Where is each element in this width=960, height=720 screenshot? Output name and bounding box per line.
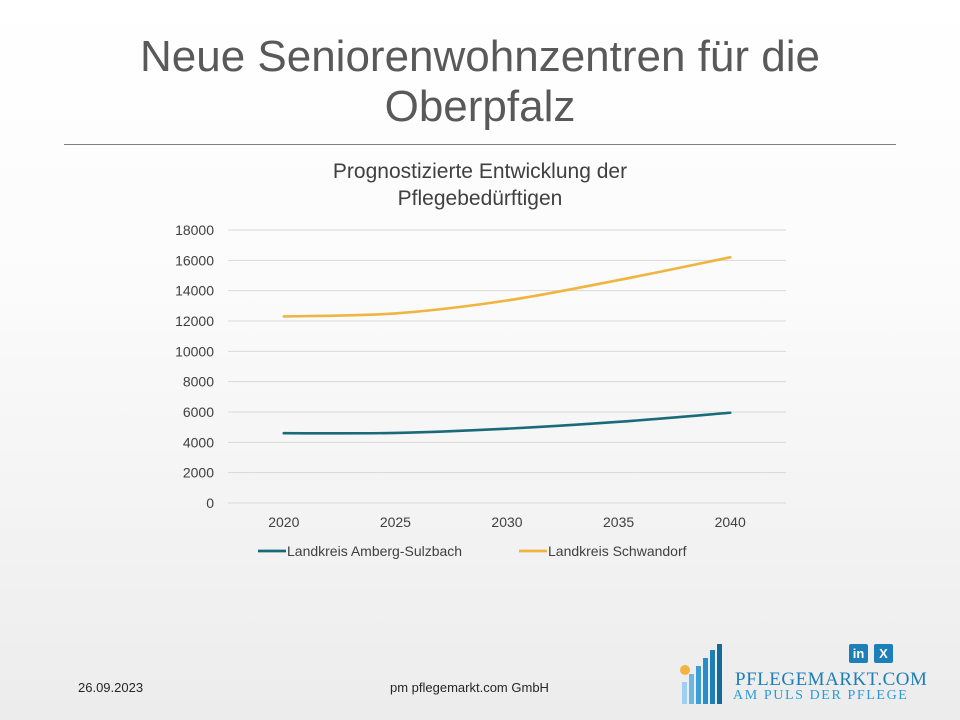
logo-tagline: AM PULS DER PFLEGE	[733, 688, 909, 703]
slide-title-line2: Oberpfalz	[384, 82, 576, 131]
y-tick-label: 2000	[183, 465, 214, 481]
y-tick-label: 18000	[175, 222, 214, 238]
series-line-0	[282, 411, 732, 435]
chart-title-line2: Pflegebedürftigen	[397, 187, 563, 210]
footer-date: 26.09.2023	[78, 680, 144, 695]
x-tick-label: 2020	[268, 514, 299, 530]
y-tick-label: 10000	[175, 343, 214, 359]
xing-icon[interactable]: X	[874, 644, 893, 663]
y-tick-label: 12000	[175, 313, 214, 329]
legend-label: Landkreis Amberg-Sulzbach	[287, 543, 462, 559]
x-tick-label: 2030	[491, 514, 522, 530]
y-tick-label: 14000	[175, 283, 214, 299]
y-axis-ticks: 0 2000 4000 6000 8000 10000 12000 14000 16000 180…	[175, 222, 214, 511]
logo-name: PFLEGEMARKT.COM	[735, 669, 928, 690]
slide-title: Neue Seniorenwohnzentren für die Oberpfa…	[40, 32, 920, 132]
chart-title-line1: Prognostizierte Entwicklung der	[332, 160, 628, 183]
slide-title-line1: Neue Seniorenwohnzentren für die	[139, 32, 820, 81]
legend: Landkreis Amberg-Sulzbach Landkreis Schwa…	[258, 543, 687, 559]
linkedin-icon[interactable]: in	[849, 644, 868, 663]
legend-label: Landkreis Schwandorf	[548, 543, 687, 559]
y-tick-label: 4000	[183, 434, 214, 450]
x-tick-label: 2040	[715, 514, 746, 530]
x-tick-label: 2025	[380, 514, 411, 530]
series-line-1	[282, 256, 732, 318]
y-tick-label: 8000	[183, 374, 214, 390]
title-divider	[64, 144, 896, 145]
series-lines	[282, 256, 732, 435]
chart-title: Prognostizierte Entwicklung der Pflegebe…	[230, 158, 730, 212]
y-tick-label: 6000	[183, 404, 214, 420]
x-tick-label: 2035	[603, 514, 634, 530]
x-axis-ticks: 2020 2025 2030 2035 2040	[268, 514, 746, 530]
footer-company: pm pflegemarkt.com GmbH	[390, 680, 549, 695]
line-chart: 0 2000 4000 6000 8000 10000 12000 14000 16000 180…	[175, 222, 786, 559]
gridlines	[228, 229, 786, 504]
y-tick-label: 16000	[175, 252, 214, 268]
pflegemarkt-logo-icon	[680, 644, 722, 704]
y-tick-label: 0	[206, 495, 214, 511]
